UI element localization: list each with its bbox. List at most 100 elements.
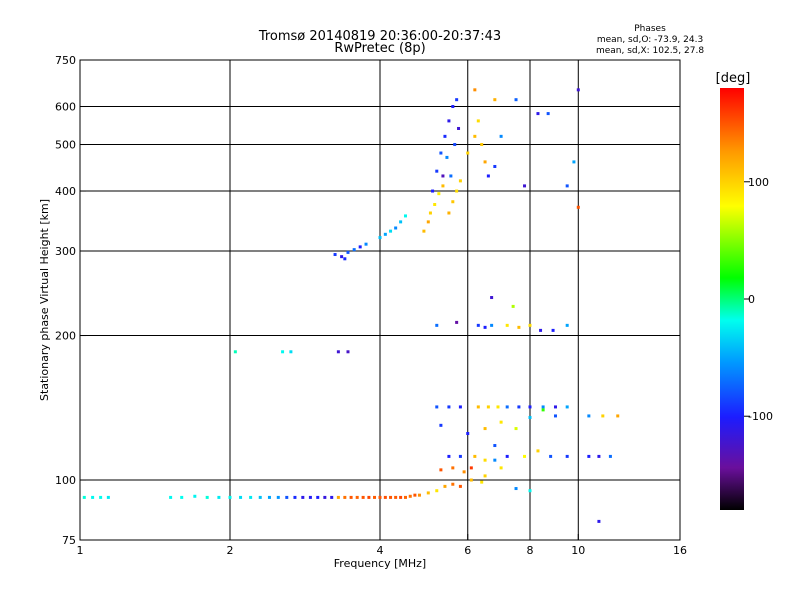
data-point [541,408,545,412]
data-point [490,323,494,327]
data-point [523,184,527,188]
data-point [383,232,387,236]
data-point [389,229,393,233]
data-point [453,143,457,147]
data-point [483,474,487,478]
data-point [565,184,569,188]
data-point [455,320,459,324]
data-point [493,458,497,462]
y-tick-label: 300 [55,245,76,258]
data-point [476,119,480,123]
data-point [433,202,437,206]
data-point [308,495,312,499]
data-point [349,495,353,499]
data-point [546,112,550,116]
colorbar-label: [deg] [716,71,751,86]
data-point [565,323,569,327]
data-point [551,328,555,332]
y-tick-label: 200 [55,330,76,343]
data-point [458,454,462,458]
data-point [496,405,500,409]
data-point [601,414,605,418]
colorbar-tick-label: -100 [748,410,773,423]
data-point [528,323,532,327]
data-points [82,88,620,523]
data-point [399,220,403,224]
data-point [565,454,569,458]
data-point [493,98,497,102]
chart-title: Tromsø 20140819 20:36:00-20:37:43 [258,29,501,44]
data-point [473,454,477,458]
data-point [490,296,494,300]
data-point [336,495,340,499]
data-point [439,468,443,472]
data-point [480,480,484,484]
data-point [367,495,371,499]
data-point [480,143,484,147]
data-point [451,482,455,486]
x-tick-label: 16 [673,544,687,557]
colorbar-tick-label: 100 [748,176,769,189]
data-point [394,226,398,230]
data-point [258,495,262,499]
data-point [597,454,601,458]
data-point [541,405,545,409]
data-point [505,323,509,327]
data-point [517,325,521,329]
data-point [466,432,470,436]
data-point [355,495,359,499]
colorbar-tick-label: 0 [748,293,755,306]
data-point [455,189,459,193]
data-point [364,242,368,246]
data-point [597,519,601,523]
data-point [91,495,95,499]
data-point [408,494,412,498]
data-point [451,200,455,204]
data-point [447,119,451,123]
data-point [285,495,289,499]
data-point [483,427,487,431]
data-point [267,495,271,499]
data-point [441,184,445,188]
y-tick-label: 400 [55,185,76,198]
data-point [608,454,612,458]
data-point [403,214,407,218]
data-point [428,211,432,215]
data-point [565,405,569,409]
data-point [486,174,490,178]
data-point [435,489,439,493]
data-point [451,466,455,470]
data-point [343,257,347,261]
data-point [536,449,540,453]
data-point [447,405,451,409]
data-point [233,350,237,354]
data-point [403,495,407,499]
data-point [361,495,365,499]
data-point [336,350,340,354]
y-tick-label: 500 [55,139,76,152]
chart-subtitle: RwPretec (8p) [334,41,425,56]
data-point [431,189,435,193]
data-point [528,489,532,493]
data-point [373,495,377,499]
y-tick-label: 75 [62,534,76,547]
data-point [389,495,393,499]
data-point [447,211,451,215]
phase-heading: Phases [634,24,666,34]
data-point [517,405,521,409]
data-point [458,484,462,488]
data-point [276,495,280,499]
data-point [316,495,320,499]
data-point [441,174,445,178]
data-point [457,126,461,130]
data-point [239,495,243,499]
data-point [437,192,441,196]
data-point [483,458,487,462]
data-point [499,466,503,470]
colorbar-ticks: 100 0 -100 [744,176,773,423]
data-point [449,174,453,178]
y-axis-ticks: 75 100 200 300 400 500 600 750 [55,54,86,547]
data-point [323,495,327,499]
data-point [443,134,447,138]
